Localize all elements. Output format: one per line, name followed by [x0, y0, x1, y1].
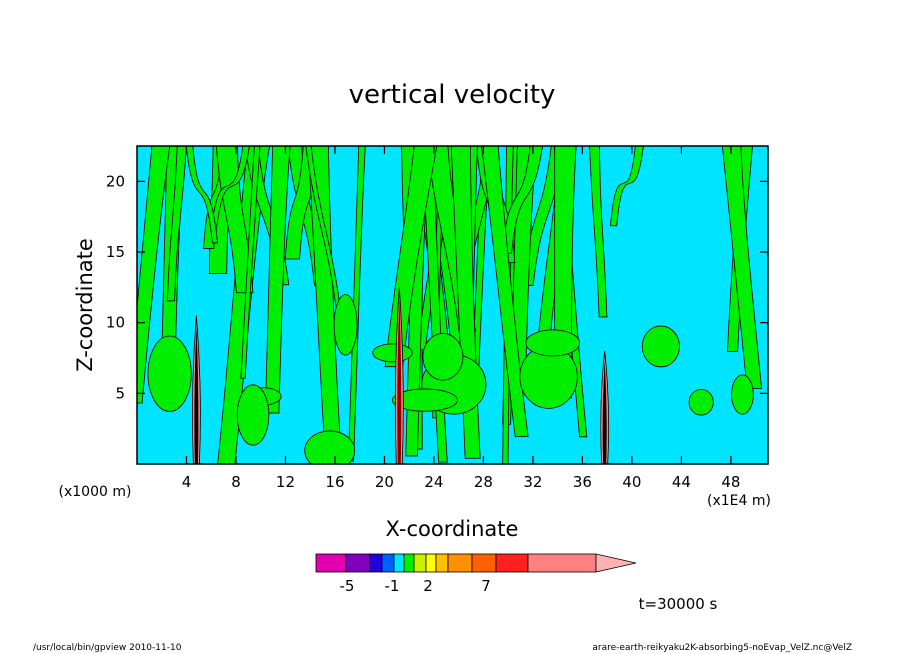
x-tick-label: 16	[325, 473, 344, 491]
x-tick-label: 20	[375, 473, 394, 491]
positive-patch	[236, 384, 270, 446]
colorbar-segment	[435, 553, 449, 573]
x-tick-label: 36	[573, 473, 592, 491]
positive-band	[307, 146, 343, 464]
x-tick-label: 48	[721, 473, 740, 491]
x-tick-label: 40	[622, 473, 641, 491]
colorbar-tick-label: -5	[340, 577, 355, 595]
positive-patch	[372, 343, 413, 363]
colorbar-segment	[413, 553, 427, 573]
positive-band	[589, 146, 608, 318]
positive-band	[721, 146, 762, 389]
colorbar	[315, 553, 637, 573]
positive-patch	[147, 335, 192, 412]
colorbar-tick-label: 7	[481, 577, 491, 595]
x-tick-label: 28	[474, 473, 493, 491]
positive-patch	[525, 329, 581, 357]
positive-band	[501, 146, 543, 254]
colorbar-tick-label: 2	[423, 577, 433, 595]
colorbar-segment	[425, 553, 437, 573]
x-unit-label: (x1E4 m)	[707, 493, 771, 509]
colorbar-segment	[315, 553, 347, 573]
positive-patch	[333, 294, 358, 356]
colorbar-segment	[495, 553, 529, 573]
colorbar-ticks: -5 -1 2 7	[340, 577, 491, 595]
colorbar-segment	[393, 553, 405, 573]
positive-patch	[304, 430, 356, 464]
footer-right: arare-earth-reikyaku2K-absorbing5-noEvap…	[592, 643, 852, 653]
footer-left: /usr/local/bin/gpview 2010-11-10	[33, 643, 182, 653]
colorbar-segment	[471, 553, 497, 573]
x-tick-label: 4	[182, 473, 192, 491]
updraft-core	[600, 350, 610, 464]
y-axis: 5 10 15 20	[106, 172, 768, 402]
colorbar-segment	[403, 553, 415, 573]
x-axis: 4 8 12 16 20 24 28 32 36 40 44 48	[182, 146, 740, 491]
x-tick-label: 44	[672, 473, 691, 491]
y-tick-label: 15	[106, 243, 125, 261]
colorbar-tick-label: -1	[385, 577, 400, 595]
time-label: t=30000 s	[639, 595, 718, 613]
updraft-core	[191, 315, 201, 464]
positive-band	[185, 146, 218, 244]
colorbar-segment	[381, 553, 395, 573]
plot-area	[137, 146, 768, 464]
colorbar-segment	[369, 553, 383, 573]
positive-band	[609, 146, 644, 227]
y-tick-label: 5	[115, 384, 125, 402]
colorbar-arrow	[595, 553, 637, 573]
colorbar-segment	[527, 553, 597, 573]
x-tick-label: 12	[276, 473, 295, 491]
y-tick-label: 10	[106, 314, 125, 332]
x-tick-label: 32	[523, 473, 542, 491]
y-tick-label: 20	[106, 172, 125, 190]
x-axis-title: X-coordinate	[386, 517, 519, 541]
positive-patch	[731, 374, 754, 415]
plot-frame	[136, 145, 769, 465]
y-axis-title: Z-coordinate	[73, 238, 97, 372]
positive-band	[348, 146, 366, 462]
positive-patch	[391, 388, 458, 412]
positive-patch	[422, 333, 464, 381]
chart-title: vertical velocity	[349, 80, 556, 110]
updraft-cores	[191, 287, 610, 464]
positive-band	[137, 146, 171, 404]
updraft-core	[394, 287, 404, 464]
colorbar-segment	[447, 553, 473, 573]
y-unit-label: (x1000 m)	[59, 484, 132, 500]
positive-patch	[688, 388, 714, 416]
positive-band	[166, 146, 187, 302]
x-tick-label: 24	[424, 473, 443, 491]
colorbar-segment	[345, 553, 371, 573]
positive-band	[264, 146, 291, 414]
positive-patch	[641, 325, 680, 368]
x-tick-label: 8	[231, 473, 241, 491]
positive-band	[240, 146, 261, 379]
positive-band	[481, 146, 529, 437]
